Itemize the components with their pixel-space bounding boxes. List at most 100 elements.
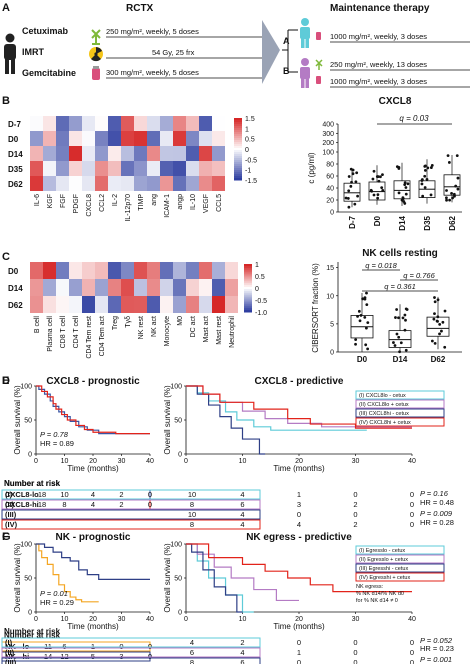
data-point	[423, 186, 427, 189]
heatmap-row-label: D35	[8, 165, 23, 174]
risk-count: 18	[38, 500, 46, 509]
x-tick-label: D35	[423, 215, 432, 230]
x-tick-label: 10	[239, 616, 247, 623]
heatmap-cell	[199, 146, 212, 161]
data-point	[438, 332, 441, 336]
plot-title: CXCL8 - predictive	[255, 376, 344, 387]
heatmap-col-label: DC act	[190, 316, 197, 337]
data-point	[393, 344, 397, 347]
heatmap-cell	[95, 131, 108, 146]
drug-cetuximab: Cetuximab	[22, 26, 69, 36]
heatmap-col-label: IL-10	[190, 194, 197, 210]
data-point	[365, 291, 368, 295]
data-point	[404, 192, 408, 196]
heatmap-col-label: CD4 T cell	[73, 316, 80, 349]
heatmap-cell	[121, 146, 134, 161]
data-point	[370, 189, 374, 193]
data-point	[423, 174, 427, 178]
person-arm-b-icon	[300, 58, 310, 88]
colorbar-segment	[244, 267, 252, 271]
data-point	[403, 313, 407, 317]
data-point	[452, 192, 456, 196]
heatmap-col-label: angp	[177, 194, 184, 210]
heatmap-cell	[134, 296, 147, 313]
x-tick-label: 30	[118, 616, 126, 623]
legend-entry	[355, 572, 445, 582]
risk-count: 0	[297, 638, 301, 647]
data-point	[421, 194, 425, 198]
colorbar-tick: -1	[245, 168, 251, 175]
x-tick-label: 10	[61, 458, 69, 465]
y-tick-label: 0	[178, 610, 182, 617]
data-point	[438, 322, 442, 326]
heatmap-cell	[186, 176, 199, 191]
data-point	[379, 175, 382, 179]
data-point	[364, 343, 368, 347]
colorbar-segment	[234, 160, 242, 163]
heatmap-cell	[43, 146, 56, 161]
q-value: q = 0.361	[384, 282, 416, 291]
data-point	[403, 328, 407, 332]
data-point	[350, 180, 353, 184]
panel-letter: G	[2, 531, 11, 543]
risk-count: 4	[240, 490, 244, 499]
x-tick-label: 0	[34, 458, 38, 465]
data-point	[445, 198, 448, 202]
data-point	[347, 205, 351, 209]
data-point	[447, 161, 451, 164]
hazard-ratio: HR = 0.29	[40, 598, 74, 607]
heatmap-cell	[121, 262, 134, 279]
data-point	[347, 175, 351, 178]
data-point	[376, 196, 380, 200]
risk-count: 0	[148, 500, 152, 509]
legend-entry	[355, 563, 445, 573]
heatmap-cell	[43, 296, 56, 313]
risk-count: 4	[91, 490, 95, 499]
risk-count: 4	[240, 648, 244, 657]
x-tick-label: 40	[146, 616, 154, 623]
heatmap-row-label: D62	[8, 301, 23, 310]
data-point	[454, 184, 458, 188]
heatmap-cell	[43, 279, 56, 296]
y-tick-label: 0	[330, 210, 334, 217]
risk-count: 4	[240, 510, 244, 519]
panel-a-letter: A	[2, 2, 10, 14]
colorbar-tick: 1.5	[245, 116, 255, 123]
legend-entry	[355, 408, 445, 418]
risk-count: 6	[240, 658, 244, 664]
p-value: P = 0.01	[40, 589, 68, 598]
heatmap-cell	[199, 176, 212, 191]
heatmap-cell	[56, 279, 69, 296]
colorbar-segment	[234, 142, 242, 145]
risk-count: 6	[240, 500, 244, 509]
risk-count: 2	[353, 520, 357, 529]
heatmap-col-label: CD8 T cell	[60, 316, 67, 349]
data-point	[377, 179, 381, 183]
risk-count: 6	[190, 648, 194, 657]
panel-letter: F	[2, 531, 9, 543]
survival-curve	[186, 385, 412, 429]
heatmap-row-label: D-7	[8, 120, 21, 129]
data-point	[433, 300, 437, 304]
colorbar-segment	[234, 130, 242, 133]
colorbar-segment	[234, 136, 242, 139]
legend-entry	[355, 390, 445, 400]
survival-curve	[36, 543, 150, 580]
heatmap-cell	[56, 296, 69, 313]
colorbar-tick: -0.5	[245, 157, 257, 164]
data-point	[363, 315, 367, 319]
heatmap-cell	[173, 161, 186, 176]
risk-count: 0	[410, 510, 414, 519]
heatmap-cell	[56, 131, 69, 146]
x-axis-label: Time (months)	[67, 464, 119, 473]
heatmap-cell	[30, 146, 43, 161]
panel-b-letter: B	[2, 95, 10, 107]
risk-row	[1, 519, 261, 530]
heatmap-cell	[82, 116, 95, 131]
heatmap-cell	[82, 161, 95, 176]
risk-count: 8	[190, 500, 194, 509]
heatmap-cell	[199, 131, 212, 146]
heatmap-cell	[82, 176, 95, 191]
heatmap-cell	[121, 279, 134, 296]
